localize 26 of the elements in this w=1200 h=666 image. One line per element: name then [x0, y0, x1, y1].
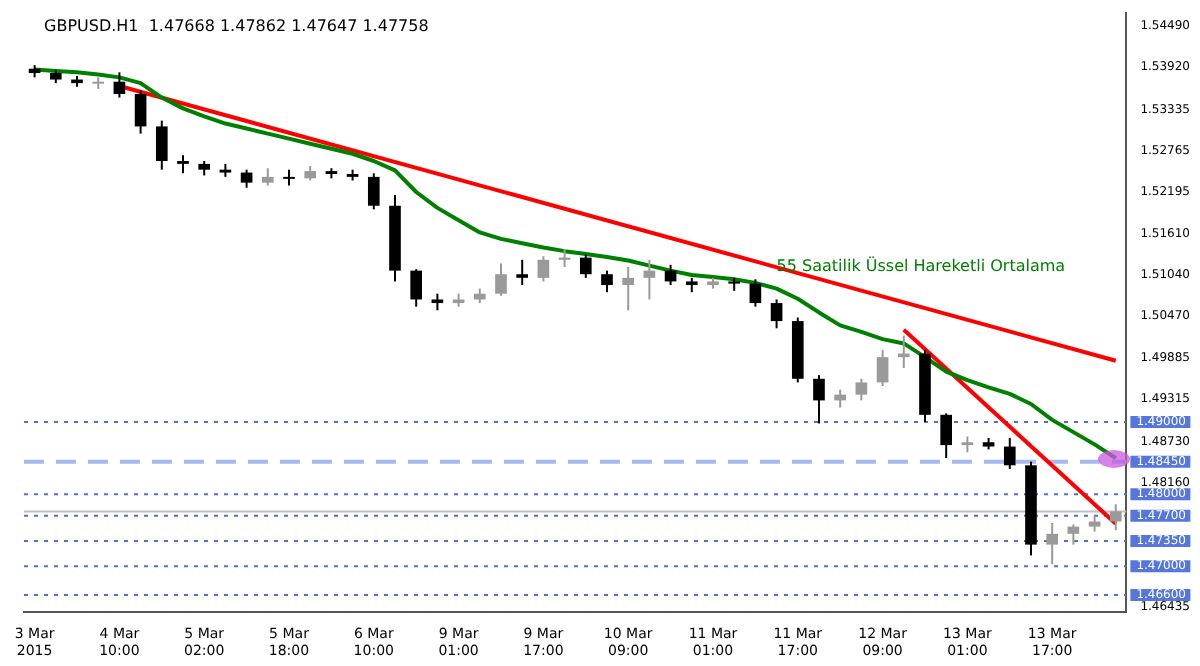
candlestick	[579, 253, 592, 279]
candlestick	[134, 89, 147, 135]
candlestick	[601, 269, 613, 294]
candlestick	[1003, 436, 1016, 470]
candlestick	[1046, 521, 1059, 566]
chart-title: GBPUSD.H1 1.47668 1.47862 1.47647 1.47758	[44, 17, 429, 36]
candlestick	[155, 119, 168, 171]
candlestick	[1109, 503, 1122, 532]
candlestick	[876, 348, 889, 387]
candlestick	[940, 412, 953, 460]
candlestick	[770, 298, 783, 330]
candlestick	[643, 258, 656, 301]
candlestick	[813, 374, 825, 425]
candlestick	[855, 377, 868, 402]
candlestick	[495, 262, 507, 297]
candlestick	[240, 168, 253, 189]
candlestick	[622, 266, 635, 312]
candlestick	[516, 258, 529, 287]
candlestick	[834, 388, 847, 409]
candlestick	[537, 255, 550, 283]
candlestick	[177, 154, 189, 175]
candlestick	[410, 268, 423, 308]
candlestick	[1067, 523, 1080, 546]
candlestick	[367, 172, 380, 211]
candlestick	[749, 278, 762, 308]
candlestick	[113, 71, 126, 99]
